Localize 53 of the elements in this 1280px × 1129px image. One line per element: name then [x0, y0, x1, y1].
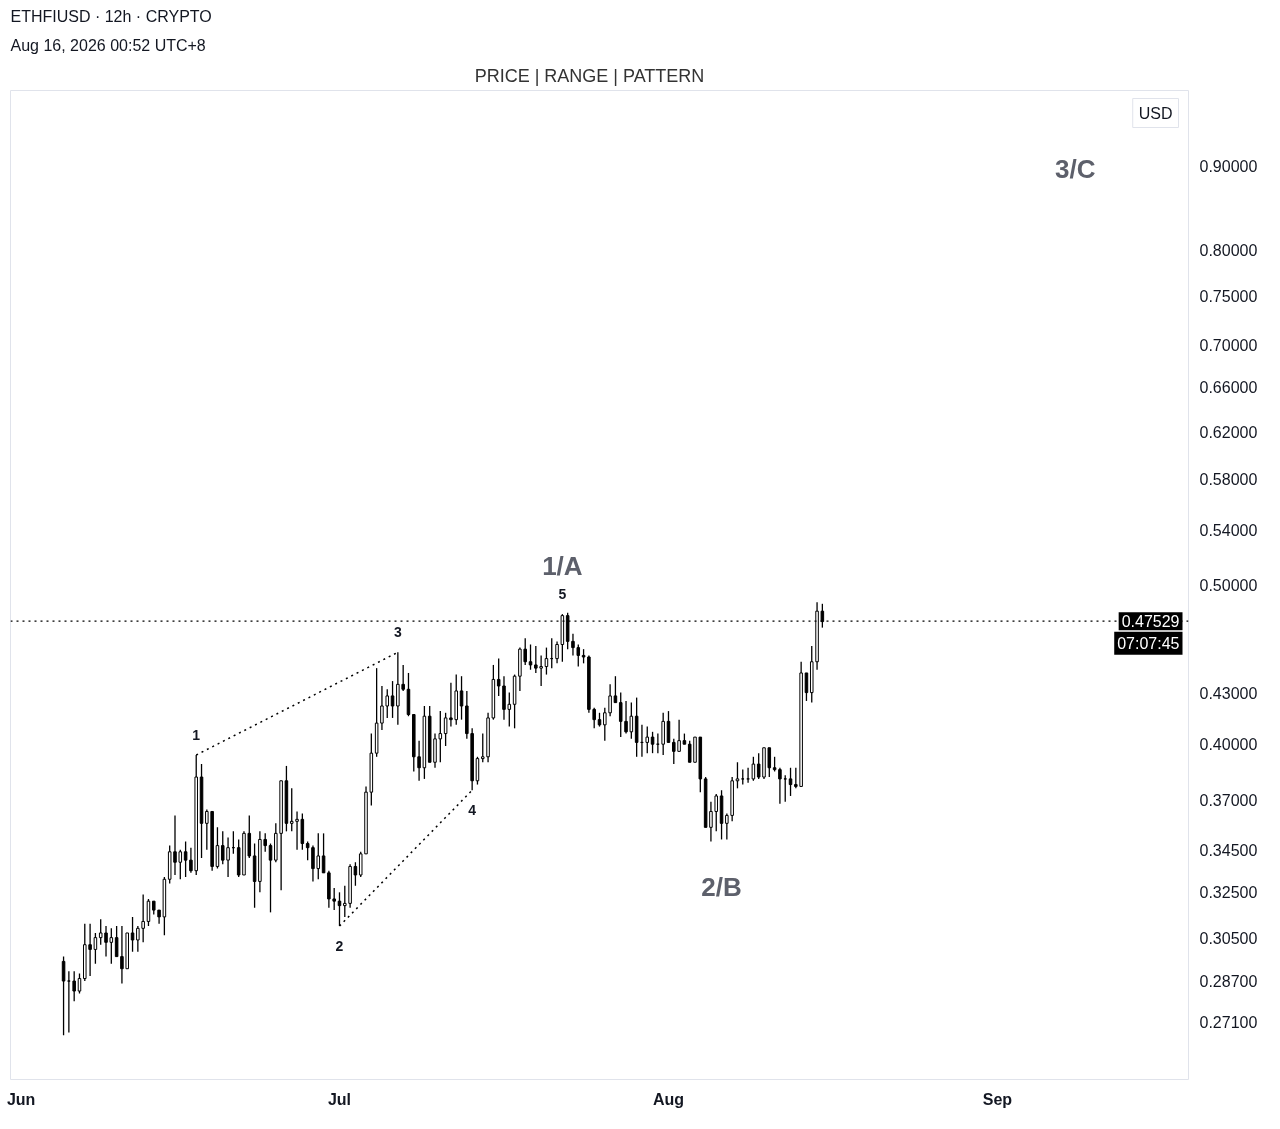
annotation: 07:07:45: [1117, 634, 1180, 652]
candlestick: [332, 887, 336, 911]
candlestick: [528, 643, 533, 671]
y-tick-label: 0.27100: [1199, 1013, 1258, 1031]
candlestick: [735, 761, 740, 789]
candlestick: [661, 712, 665, 756]
y-tick-label: 0.28700: [1199, 973, 1258, 991]
candlestick: [480, 732, 485, 763]
y-tick-label: 0.66000: [1199, 378, 1258, 396]
chart-subtitle: PRICE | RANGE | PATTERN: [474, 65, 705, 86]
y-tick-label: 0.50000: [1199, 577, 1258, 594]
candlestick: [788, 767, 793, 797]
y-tick-label: 0.32500: [1199, 884, 1258, 902]
candlestick: [358, 851, 363, 878]
candlestick: [459, 675, 464, 721]
y-tick-label: 0.70000: [1199, 336, 1258, 354]
x-tick-label: Jun: [6, 1090, 36, 1108]
y-tick-label: 0.62000: [1199, 423, 1258, 441]
annotation: 4: [468, 802, 477, 819]
text: Aug 16, 2026 00:52 UTC+8: [10, 36, 206, 54]
x-tick-label: Sep: [982, 1090, 1013, 1108]
y-tick-label: 0.90000: [1199, 157, 1258, 175]
annotation: 2: [335, 938, 344, 955]
x-tick-label: Aug: [652, 1090, 685, 1108]
annotation: 3: [393, 624, 402, 641]
y-tick-label: 0.58000: [1199, 471, 1258, 489]
candlestick: [183, 840, 188, 878]
ref-line-label: 0.47529: [1121, 613, 1180, 631]
candlestick: [130, 916, 135, 953]
annotation: USD: [1138, 104, 1173, 122]
candlestick: [751, 756, 756, 782]
y-tick-label: 0.80000: [1199, 241, 1258, 259]
candlestick: [390, 680, 395, 719]
y-tick-label: 0.37000: [1199, 791, 1258, 809]
y-tick-label: 0.30500: [1199, 929, 1258, 947]
candlestick: [603, 707, 607, 742]
candlestick: [650, 731, 655, 754]
candlestick: [72, 970, 76, 1002]
x-tick-label: Jul: [327, 1090, 352, 1108]
y-tick-label: 0.40000: [1199, 736, 1258, 754]
candlestick: [496, 657, 501, 697]
y-tick-label: 0.54000: [1199, 522, 1258, 540]
y-tick-label: 0.75000: [1199, 287, 1258, 305]
y-tick-label: 0.43000: [1199, 684, 1258, 702]
annotation: 2/B: [701, 872, 742, 903]
annotation: 1/A: [542, 551, 583, 582]
candlestick: [385, 688, 390, 719]
y-tick-label: 0.34500: [1199, 841, 1258, 859]
annotation: 1: [192, 726, 201, 743]
chart-title: ETHFIUSD · 12h · CRYPTO: [10, 7, 212, 25]
annotation: 3/C: [1054, 154, 1096, 185]
candlestick: [645, 725, 650, 754]
annotation: 5: [558, 586, 567, 603]
